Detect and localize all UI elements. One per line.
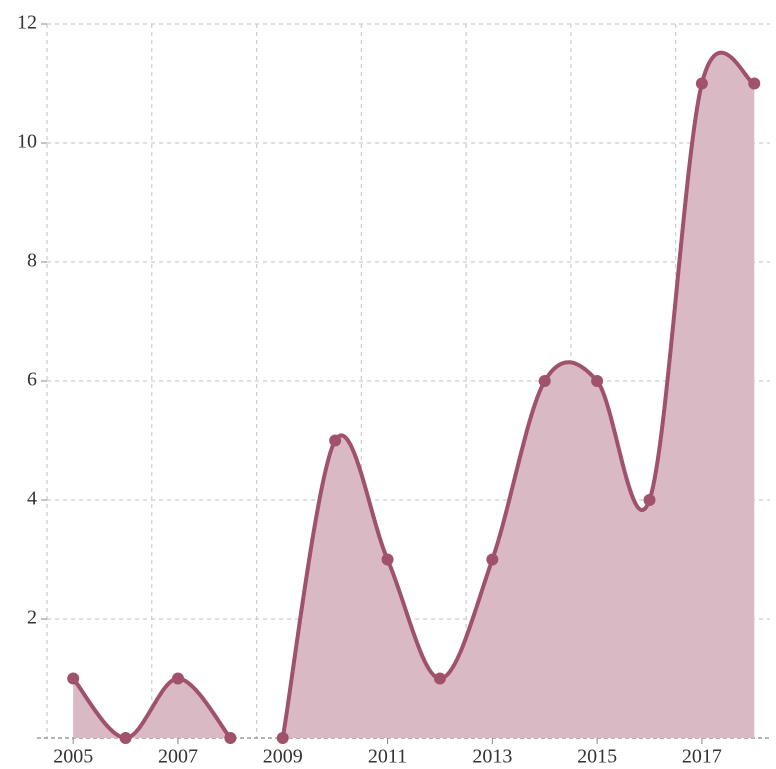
x-tick-label: 2009 [263,746,303,768]
point [171,672,184,685]
point [67,672,80,685]
y-tick-label: 6 [27,369,37,391]
point [591,375,604,387]
y-tick-label: 4 [27,488,37,510]
point [119,732,132,744]
y-tick-label: 2 [27,607,37,629]
point [695,77,708,90]
x-tick-label: 2013 [472,746,512,768]
point [329,434,342,447]
y-tick-label: 10 [17,131,37,153]
x-tick-label: 2017 [682,746,722,768]
x-tick-label: 2015 [577,746,617,768]
point [748,77,761,90]
point [538,375,551,387]
line [71,676,232,741]
line [280,50,756,739]
x-tick-label: 2011 [368,746,407,768]
point [643,494,656,506]
y-tick-label: 8 [27,250,37,272]
area [282,52,755,739]
y-tick-label: 12 [17,12,37,34]
point [486,553,499,566]
point [433,672,446,685]
point [224,732,237,744]
x-tick-label: 2005 [53,746,93,768]
x-tick-label: 2007 [158,746,198,768]
point [276,732,289,744]
point [381,553,394,566]
